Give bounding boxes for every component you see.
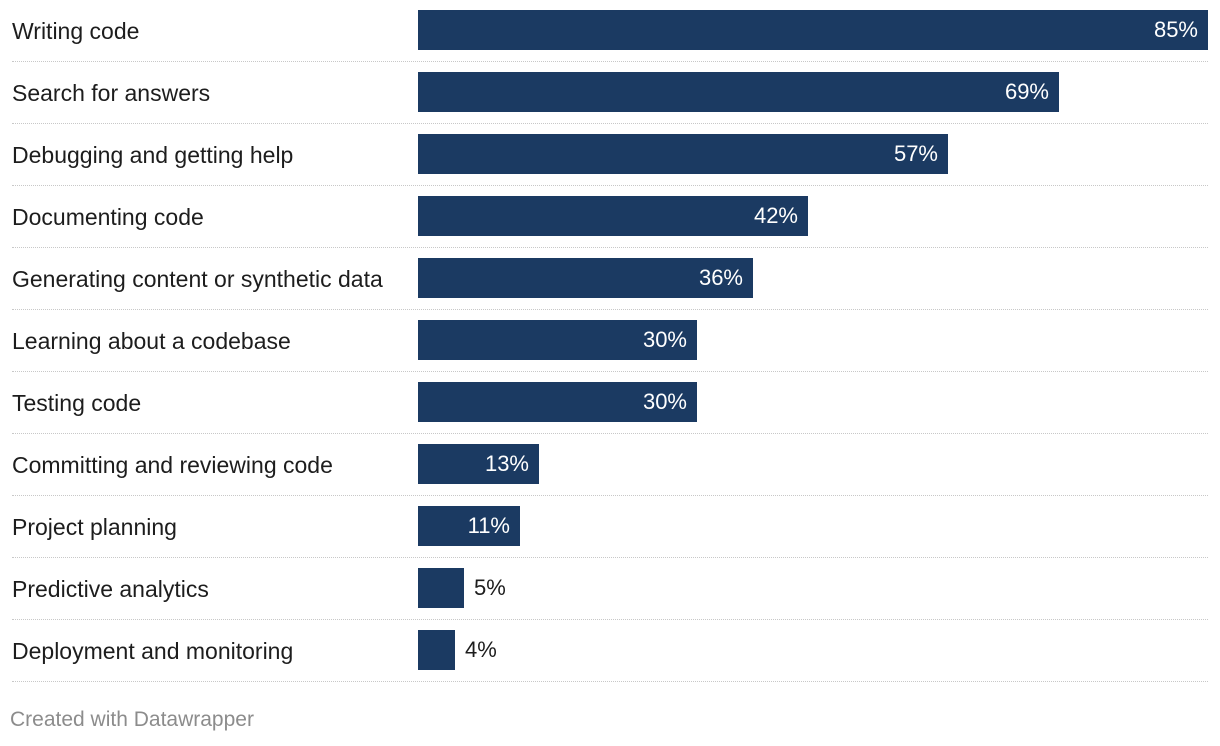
category-label: Learning about a codebase xyxy=(12,328,291,354)
row-divider xyxy=(12,433,1208,434)
row-divider xyxy=(12,557,1208,558)
bar-value-label: 69% xyxy=(1004,79,1049,104)
row-divider xyxy=(12,371,1208,372)
row-divider xyxy=(12,681,1208,682)
category-label: Search for answers xyxy=(12,80,211,106)
bar-value-label: 5% xyxy=(474,575,506,600)
chart-row: Learning about a codebase 30% xyxy=(0,310,1220,372)
chart-row: Testing code 30% xyxy=(0,372,1220,434)
bar xyxy=(418,568,464,608)
bar-value-label: 11% xyxy=(467,513,510,538)
row-divider xyxy=(12,619,1208,620)
bar-chart: Writing code 85% Search for answers 69% Debu… xyxy=(0,0,1220,682)
bar-value-label: 4% xyxy=(465,637,497,662)
row-divider xyxy=(12,247,1208,248)
chart-row: Project planning 11% xyxy=(0,496,1220,558)
category-label: Project planning xyxy=(12,514,177,540)
bar-value-label: 30% xyxy=(642,389,687,414)
bar xyxy=(418,444,539,484)
category-label: Documenting code xyxy=(12,204,204,230)
bar xyxy=(418,382,697,422)
bar xyxy=(418,630,455,670)
bar xyxy=(418,320,697,360)
chart-row: Predictive analytics 5% xyxy=(0,558,1220,620)
bar xyxy=(418,506,520,546)
category-label: Generating content or synthetic data xyxy=(12,266,383,292)
bar xyxy=(418,258,753,298)
bar xyxy=(418,10,1208,50)
category-label: Debugging and getting help xyxy=(12,142,294,168)
bar xyxy=(418,134,948,174)
chart-row: Deployment and monitoring 4% xyxy=(0,620,1220,682)
category-label: Committing and reviewing code xyxy=(12,452,333,478)
row-divider xyxy=(12,61,1208,62)
bar xyxy=(418,196,808,236)
chart-row: Documenting code 42% xyxy=(0,186,1220,248)
row-divider xyxy=(12,309,1208,310)
category-label: Writing code xyxy=(12,18,140,44)
chart-row: Committing and reviewing code 13% xyxy=(0,434,1220,496)
bar xyxy=(418,72,1059,112)
bar-value-label: 36% xyxy=(698,265,743,290)
chart-row: Generating content or synthetic data 36% xyxy=(0,248,1220,310)
bar-value-label: 85% xyxy=(1153,17,1198,42)
category-label: Predictive analytics xyxy=(12,576,209,602)
datawrapper-credit: Created with Datawrapper xyxy=(10,708,254,731)
chart-row: Debugging and getting help 57% xyxy=(0,124,1220,186)
chart-row: Search for answers 69% xyxy=(0,62,1220,124)
chart-row: Writing code 85% xyxy=(0,0,1220,62)
row-divider xyxy=(12,185,1208,186)
category-label: Testing code xyxy=(12,390,142,416)
bar-value-label: 30% xyxy=(642,327,687,352)
bar-value-label: 57% xyxy=(893,141,938,166)
bar-value-label: 42% xyxy=(753,203,798,228)
row-divider xyxy=(12,495,1208,496)
row-divider xyxy=(12,123,1208,124)
bar-value-label: 13% xyxy=(484,451,529,476)
category-label: Deployment and monitoring xyxy=(12,638,294,664)
